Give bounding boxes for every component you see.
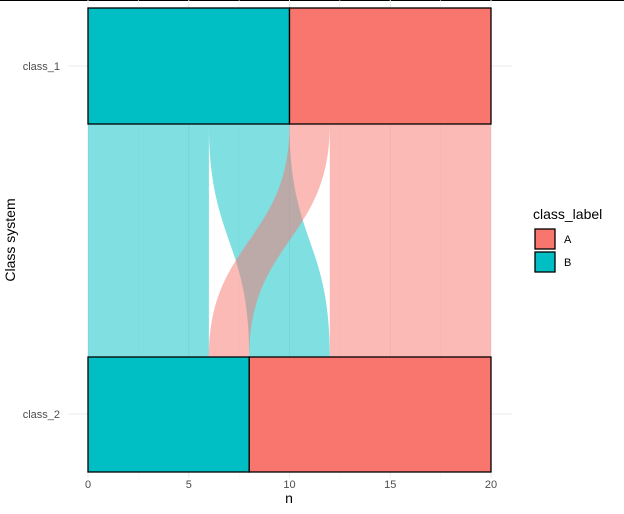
x-axis-title: n [285,490,293,506]
flow-A-to-B [208,124,330,357]
y-tick-label: class_2 [23,409,60,421]
stratum-class_2-A [248,356,492,473]
y-tick-label: class_1 [23,61,60,73]
y-axis-title: Class system [2,198,18,281]
x-tick-label: 20 [485,479,497,491]
legend-title: class_label [533,206,602,222]
stratum-class_2-B [87,356,250,473]
legend-label-B: B [564,257,571,269]
legend-label-A: A [564,234,572,246]
x-axis-ticks: 0 5 10 15 20 [85,479,497,491]
flow-A-to-A [329,124,491,357]
flow-B-to-B [88,124,209,357]
legend: class_label AB [533,206,602,273]
flow-layer [88,124,491,357]
x-tick-label: 10 [283,479,295,491]
legend-key-A [534,228,556,250]
x-tick-label: 5 [186,479,192,491]
x-tick-label: 0 [85,479,91,491]
stratum-class_1-A [288,7,492,125]
legend-items: AB [534,228,572,273]
stratum-class_1-B [87,7,291,125]
y-axis-ticks: class_1 class_2 [23,61,60,421]
x-tick-label: 15 [384,479,396,491]
legend-key-B [534,251,556,273]
strata-layer [87,7,492,473]
